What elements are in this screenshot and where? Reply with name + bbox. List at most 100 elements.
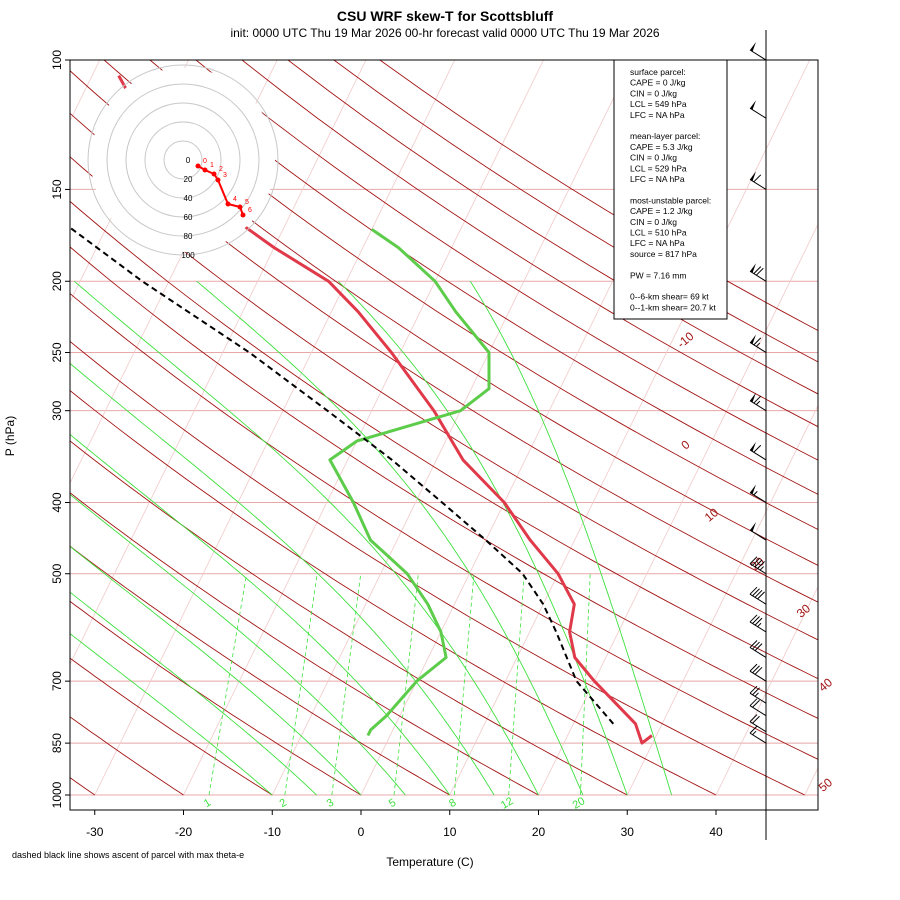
dry-adiabat — [70, 716, 184, 796]
mixing-ratio-line — [580, 573, 591, 796]
wind-barb-half-tick — [753, 491, 758, 496]
wind-barb — [749, 441, 767, 461]
wind-barb-tick — [752, 557, 760, 566]
moist-adiabat — [469, 281, 673, 796]
wind-barb-tick — [749, 714, 758, 723]
wind-barb-tick — [749, 556, 758, 565]
wind-barb — [749, 725, 767, 744]
hodograph-point — [225, 201, 231, 207]
isotherm-line — [894, 60, 900, 795]
stats-line: CAPE = 1.2 J/kg — [630, 206, 693, 216]
y-tick-label: 100 — [50, 50, 64, 70]
hodograph-point — [237, 204, 243, 210]
isotherm-label: -10 — [674, 329, 697, 351]
wind-barb-flag — [750, 484, 756, 495]
wind-barb-tick — [754, 589, 763, 598]
wind-barb-tick — [749, 725, 758, 734]
wind-barb-half-tick — [755, 400, 761, 405]
stats-frame — [613, 59, 728, 320]
wind-barb-staff — [749, 270, 767, 282]
wind-barb-tick — [753, 337, 762, 346]
hodograph-ring-label: 60 — [184, 213, 193, 222]
dry-adiabat — [70, 492, 539, 796]
dry-adiabat — [195, 60, 818, 461]
wind-barb — [749, 663, 767, 682]
wind-barb-staff — [749, 107, 767, 119]
plot-frame — [69, 59, 819, 811]
stats-line: mean-layer parcel: — [630, 131, 700, 141]
x-tick-label: 20 — [532, 825, 546, 839]
wind-barb-tick — [749, 640, 758, 648]
isotherm-label: 30 — [794, 601, 813, 621]
wind-barb — [749, 698, 767, 717]
stats-line: CIN = 0 J/kg — [630, 88, 677, 98]
y-tick-label: 850 — [50, 733, 64, 753]
mixing-ratio-label: 20 — [571, 795, 588, 812]
hodograph-point-label: 5 — [245, 199, 249, 206]
dry-adiabat — [70, 340, 805, 796]
wind-barb-staff — [749, 400, 767, 412]
x-tick-label: 40 — [709, 825, 723, 839]
dry-adiabat — [70, 389, 717, 796]
wind-barb-tick — [753, 444, 762, 453]
hodograph-ring-label: 100 — [181, 251, 195, 260]
wind-barb-flag — [750, 392, 756, 403]
wind-barb-staff — [749, 179, 767, 190]
wind-barb-half-tick — [759, 566, 764, 571]
footnote: dashed black line shows ascent of parcel… — [12, 850, 244, 860]
mixing-ratio-line — [393, 573, 419, 796]
wind-barb-flag — [750, 441, 756, 452]
wind-barb-tick — [753, 266, 762, 274]
stats-line: CAPE = 0 J/kg — [630, 78, 686, 88]
parcel-line — [70, 226, 615, 725]
wind-barb-tick — [757, 591, 765, 600]
wind-barb-flag — [750, 100, 756, 110]
wind-barb-staff — [749, 49, 767, 61]
hodograph-point — [211, 171, 217, 177]
dry-adiabat — [70, 545, 451, 796]
hodograph-point-label: 3 — [223, 172, 227, 179]
dry-adiabat — [70, 156, 818, 641]
isotherm-label: 40 — [816, 675, 835, 695]
wind-barb-tick — [752, 699, 760, 708]
moist-adiabat — [70, 362, 495, 796]
moist-adiabat — [196, 280, 584, 796]
hodograph-ring-label: 40 — [184, 194, 193, 203]
moist-adiabat — [70, 632, 273, 796]
wind-barb-staff — [749, 342, 767, 353]
x-tick-label: -30 — [86, 825, 104, 839]
wind-barb-tick — [749, 614, 758, 623]
stats-line: 0--1-km shear= 20.7 kt — [630, 302, 716, 312]
mixing-ratio-line — [284, 573, 318, 796]
x-tick-label: 30 — [621, 825, 635, 839]
y-tick-label: 400 — [50, 492, 64, 512]
dry-adiabat — [70, 112, 818, 603]
wind-barb — [749, 392, 767, 412]
dry-adiabat — [103, 60, 818, 530]
wind-barb-staff — [749, 449, 767, 461]
hodograph-ring — [106, 83, 260, 237]
chart-subtitle: init: 0000 UTC Thu 19 Mar 2026 00-hr for… — [230, 26, 659, 40]
hodograph-ring-label: 0 — [186, 156, 191, 165]
wind-barb-half-tick — [754, 692, 759, 697]
wind-barb-tick — [754, 666, 763, 675]
wind-barb — [749, 171, 767, 190]
stats-line: most-unstable parcel: — [630, 195, 711, 205]
hodograph-background — [91, 68, 275, 252]
y-tick-label: 200 — [50, 271, 64, 291]
wind-barb-flag — [750, 334, 756, 345]
stats-line: LCL = 529 hPa — [630, 163, 687, 173]
moist-adiabat — [70, 545, 362, 796]
isotherm-line — [449, 60, 811, 796]
wind-barb — [749, 484, 767, 503]
x-tick-label: 10 — [443, 825, 457, 839]
mixing-ratio-line — [508, 573, 525, 796]
wind-barb — [749, 522, 767, 541]
wind-barb — [749, 714, 767, 733]
isotherm-line — [183, 60, 544, 796]
wind-barb — [749, 614, 767, 633]
moist-adiabat — [70, 433, 451, 796]
